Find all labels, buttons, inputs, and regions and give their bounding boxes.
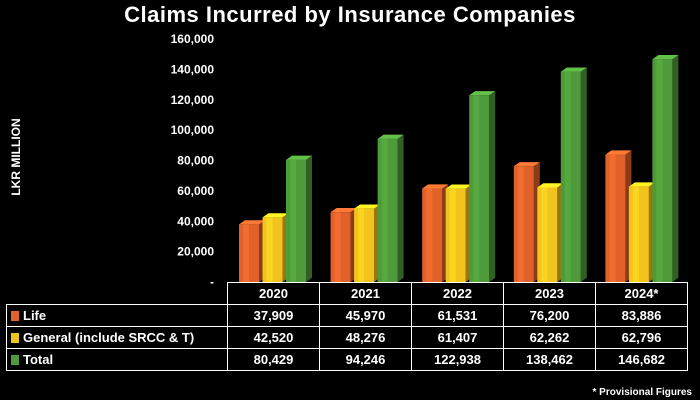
bar-life-highlight: [426, 188, 433, 282]
legend-general: General (include SRCC & T): [6, 326, 228, 349]
table-header-year: 2023: [503, 282, 596, 305]
legend-label-total: Total: [23, 352, 54, 367]
bar-general-top: [628, 182, 655, 187]
bar-general-highlight: [541, 187, 548, 282]
bar-life-top: [422, 184, 449, 189]
table-cell: 62,262: [503, 326, 596, 349]
legend-label-life: Life: [23, 308, 47, 323]
legend-label-general: General (include SRCC & T): [23, 330, 195, 345]
table-header-year: 2021: [319, 282, 412, 305]
bar-general-highlight: [632, 186, 639, 282]
bar-total-side: [306, 155, 312, 282]
bar-life-top: [513, 162, 540, 167]
y-tick-label: 20,000: [177, 245, 214, 259]
y-tick-label: 140,000: [171, 62, 215, 76]
table-header-year: 2020: [227, 282, 320, 305]
table-cell: 61,407: [411, 326, 504, 349]
bar-total-side: [397, 134, 404, 282]
table-row-life: Life 37,909 45,970 61,531 76,200 83,886: [6, 304, 688, 327]
legend-swatch-general: [11, 333, 19, 343]
y-tick-label: 100,000: [171, 123, 215, 137]
table-header-row: 2020 2021 2022 2023 2024*: [6, 282, 688, 305]
bar-total-side: [580, 67, 587, 282]
footnote: * Provisional Figures: [592, 387, 692, 398]
bar-total-top: [286, 155, 312, 160]
table-cell: 146,682: [595, 348, 688, 371]
bar-total-top: [377, 134, 404, 139]
y-tick-label: 40,000: [177, 214, 214, 228]
table-cell: 94,246: [319, 348, 412, 371]
legend-swatch-life: [11, 311, 19, 321]
data-table: 2020 2021 2022 2023 2024* Life 37,909 45…: [6, 282, 688, 371]
bar-general-top: [354, 204, 381, 209]
bar-total-side: [489, 91, 496, 282]
bar-chart: - 20,000 40,000 60,000 80,000 100,000 120,000 1…: [171, 32, 679, 285]
bar-total-highlight: [656, 59, 663, 282]
chart-title: Claims Incurred by Insurance Companies: [124, 2, 576, 27]
table-cell: 61,531: [411, 304, 504, 327]
table-cell: 76,200: [503, 304, 596, 327]
bar-life-highlight: [517, 166, 524, 282]
bar-total-top: [469, 91, 496, 96]
table-cell: 45,970: [319, 304, 412, 327]
bar-life-highlight: [243, 224, 249, 282]
y-tick-label: 160,000: [171, 32, 215, 46]
y-tick-label: -: [210, 275, 214, 285]
table-cell: 48,276: [319, 326, 412, 349]
bar-general-top: [262, 213, 289, 218]
table-row-total: Total 80,429 94,246 122,938 138,462 146,…: [6, 348, 688, 371]
table-cell: 122,938: [411, 348, 504, 371]
bar-total-highlight: [290, 159, 296, 282]
y-tick-label: 80,000: [177, 154, 214, 168]
bar-total-top: [652, 55, 679, 60]
table-cell: 83,886: [595, 304, 688, 327]
table-cell: 37,909: [227, 304, 320, 327]
bar-general-highlight: [449, 188, 456, 282]
bar-general-top: [537, 183, 564, 188]
table-cell: 80,429: [227, 348, 320, 371]
bar-life-highlight: [609, 154, 616, 282]
bar-general-top: [445, 184, 472, 189]
legend-total: Total: [6, 348, 228, 371]
legend-life: Life: [6, 304, 228, 327]
y-tick-label: 120,000: [171, 93, 215, 107]
bar-life-top: [330, 207, 357, 213]
bar-general-highlight: [358, 208, 365, 282]
bar-life-top: [239, 220, 265, 225]
table-cell: 42,520: [227, 326, 320, 349]
bar-general-highlight: [266, 217, 273, 282]
table-corner-cell: [6, 282, 228, 305]
legend-swatch-total: [11, 355, 19, 365]
table-header-year: 2022: [411, 282, 504, 305]
bar-total-side: [672, 55, 679, 282]
table-row-general: General (include SRCC & T) 42,520 48,276…: [6, 326, 688, 349]
y-tick-label: 60,000: [177, 184, 214, 198]
bar-total-top: [560, 67, 587, 72]
bar-life-highlight: [334, 212, 341, 282]
bar-total-highlight: [473, 95, 480, 283]
table-cell: 138,462: [503, 348, 596, 371]
table-cell: 62,796: [595, 326, 688, 349]
bar-life-top: [605, 150, 632, 155]
bar-total-highlight: [381, 138, 388, 282]
bar-total-highlight: [564, 71, 571, 282]
table-header-year: 2024*: [595, 282, 688, 305]
